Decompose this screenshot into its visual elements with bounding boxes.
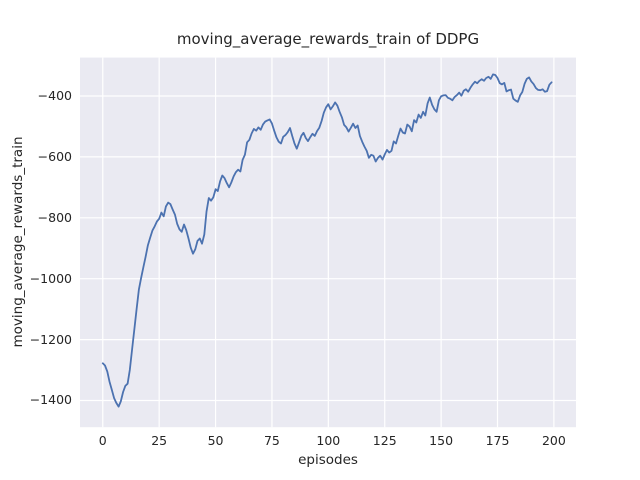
- x-tick-label: 150: [429, 433, 454, 448]
- x-tick-label: 125: [372, 433, 397, 448]
- x-tick-label: 100: [316, 433, 341, 448]
- y-tick-label: −1200: [29, 331, 72, 347]
- x-tick-label: 25: [151, 433, 168, 448]
- y-tick-label: −1400: [29, 392, 72, 408]
- x-tick-label: 0: [98, 433, 107, 448]
- x-tick-label: 200: [541, 433, 566, 448]
- y-tick-label: −400: [37, 88, 72, 104]
- y-tick-label: −600: [37, 149, 72, 165]
- x-tick-label: 175: [485, 433, 510, 448]
- x-axis-label: episodes: [298, 452, 358, 468]
- y-tick-label: −800: [37, 209, 72, 225]
- x-tick-label: 75: [263, 433, 280, 448]
- line-series: [101, 73, 553, 408]
- x-tick-label: 50: [207, 433, 224, 448]
- y-axis-label: moving_average_rewards_train: [10, 136, 26, 348]
- chart-title: moving_average_rewards_train of DDPG: [176, 30, 480, 48]
- y-tick-label: −1000: [29, 270, 72, 286]
